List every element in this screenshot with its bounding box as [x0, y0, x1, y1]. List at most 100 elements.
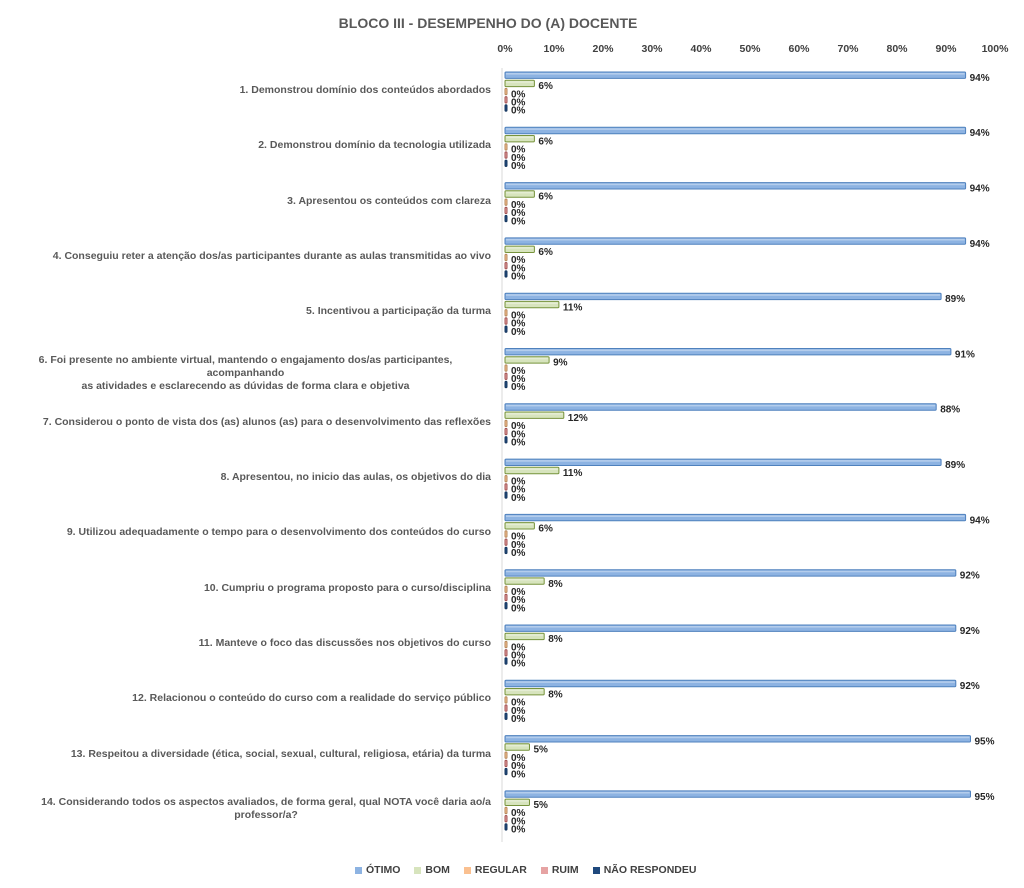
bar-highlight — [506, 736, 970, 739]
bar-n-o-respondeu — [504, 380, 508, 389]
data-label: 0% — [511, 374, 526, 385]
x-tick-label: 60% — [788, 43, 810, 55]
data-label: 0% — [511, 106, 526, 117]
legend-swatch — [540, 866, 548, 874]
category-label: 3. Apresentou os conteúdos com clareza — [287, 195, 491, 208]
bar--timo — [504, 624, 957, 632]
x-tick-label: 90% — [935, 43, 957, 55]
bar-ruim — [504, 317, 508, 325]
data-label: 0% — [511, 698, 526, 709]
data-label: 91% — [955, 349, 975, 360]
bar-regular — [504, 640, 508, 649]
bar-bom — [504, 411, 565, 419]
category-label: 13. Respeitou a diversidade (ética, soci… — [71, 748, 491, 761]
bar-highlight — [506, 247, 534, 249]
bar-bom — [504, 743, 530, 751]
bar-ruim — [504, 649, 508, 657]
data-label: 0% — [511, 485, 526, 496]
bar-ruim — [504, 815, 508, 823]
bar-bom — [504, 522, 535, 530]
data-label: 0% — [511, 255, 526, 266]
data-label: 11% — [563, 302, 583, 313]
data-label: 0% — [511, 216, 526, 227]
data-label: 0% — [511, 816, 526, 827]
category-label-line: 4. Conseguiu reter a atenção dos/as part… — [52, 249, 491, 262]
bar--timo — [504, 513, 967, 522]
bar-highlight — [506, 73, 965, 75]
bar-highlight — [506, 81, 534, 83]
bar-regular — [504, 696, 508, 704]
bar-highlight — [506, 626, 955, 628]
bar--timo — [504, 735, 971, 743]
bar-bom — [504, 190, 535, 198]
data-label: 94% — [970, 515, 990, 526]
category-label: 2. Demonstrou domínio da tecnologia util… — [258, 139, 491, 152]
x-tick-label: 80% — [886, 43, 908, 55]
data-label: 0% — [511, 161, 526, 172]
data-label: 5% — [534, 745, 549, 756]
data-label: 6% — [538, 524, 553, 535]
bar-regular — [504, 364, 508, 372]
data-label: 94% — [970, 184, 990, 195]
bar-bom — [504, 688, 545, 696]
legend-swatch — [355, 866, 362, 874]
data-label: 0% — [511, 272, 526, 283]
data-label: 0% — [511, 659, 526, 670]
data-label: 0% — [511, 89, 526, 100]
bar--timo — [504, 403, 937, 411]
bar-highlight — [506, 128, 965, 130]
bar-regular — [504, 585, 508, 593]
data-label: 11% — [563, 468, 583, 479]
bar--timo — [504, 569, 957, 577]
bar-bom — [504, 135, 535, 143]
legend-label: BOM — [425, 864, 450, 876]
data-label: 0% — [511, 145, 526, 156]
bar-highlight — [506, 570, 955, 573]
data-label: 94% — [970, 239, 990, 250]
bar-ruim — [504, 151, 508, 159]
category-label-line: 7. Considerou o ponto de vista dos (as) … — [42, 415, 491, 428]
data-label: 0% — [511, 761, 526, 772]
data-label: 94% — [970, 128, 990, 139]
category-label: 11. Manteve o foco das discussões nos ob… — [199, 637, 491, 650]
bar-n-o-respondeu — [504, 767, 508, 776]
data-label: 6% — [538, 136, 553, 147]
legend-label: RUIM — [551, 864, 579, 876]
bar-ruim — [504, 704, 508, 712]
category-label: 14. Considerando todos os aspectos avali… — [41, 796, 491, 822]
bar-highlight — [506, 800, 529, 802]
data-label: 95% — [975, 792, 995, 803]
category-label-line: 13. Respeitou a diversidade (ética, soci… — [70, 747, 491, 760]
data-label: 0% — [511, 208, 526, 219]
data-label: 0% — [511, 476, 526, 487]
category-label: 10. Cumpriu o programa proposto para o c… — [204, 582, 491, 595]
data-label: 0% — [511, 825, 526, 836]
data-label: 94% — [970, 73, 990, 84]
x-tick-label: 50% — [739, 43, 761, 55]
data-label: 88% — [940, 405, 960, 416]
bar-highlight — [506, 468, 558, 470]
bar-regular — [504, 253, 508, 262]
bar-highlight — [506, 357, 549, 360]
data-label: 0% — [511, 493, 526, 504]
bar-highlight — [506, 460, 941, 462]
data-label: 95% — [975, 737, 995, 748]
category-label-line: as atividades e esclarecendo as dúvidas … — [81, 380, 410, 392]
category-label-line: 9. Utilizou adequadamente o tempo para o… — [66, 526, 491, 539]
data-label: 12% — [568, 413, 588, 424]
bar-highlight — [506, 413, 563, 415]
data-label: 0% — [511, 200, 526, 211]
category-label: 8. Apresentou, no inicio das aulas, os o… — [221, 471, 491, 484]
legend-label: REGULAR — [474, 864, 527, 876]
bar--timo — [504, 458, 942, 467]
data-label: 0% — [511, 587, 526, 598]
bar-bom — [504, 577, 545, 585]
data-label: 0% — [511, 753, 526, 764]
bar--timo — [504, 348, 952, 356]
category-label: 1. Demonstrou domínio dos conteúdos abor… — [240, 84, 491, 97]
bar-regular — [504, 143, 508, 151]
data-label: 89% — [945, 294, 965, 305]
data-label: 0% — [511, 532, 526, 543]
x-tick-label: 100% — [982, 43, 1010, 55]
category-label: 7. Considerou o ponto de vista dos (as) … — [43, 416, 491, 429]
